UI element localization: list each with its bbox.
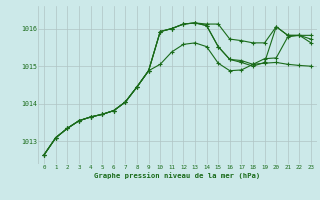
X-axis label: Graphe pression niveau de la mer (hPa): Graphe pression niveau de la mer (hPa) <box>94 172 261 179</box>
